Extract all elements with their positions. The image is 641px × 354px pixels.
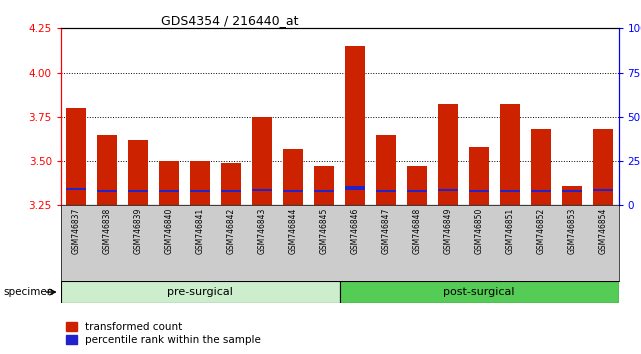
Bar [66,188,87,190]
Bar [61,281,340,303]
Text: GSM746849: GSM746849 [444,207,453,254]
Text: specimen: specimen [3,287,54,297]
Bar [314,166,335,205]
Bar [221,190,242,192]
Text: GSM746847: GSM746847 [381,207,391,254]
Bar [159,161,179,205]
Legend: transformed count, percentile rank within the sample: transformed count, percentile rank withi… [66,322,261,345]
Bar [376,135,396,205]
Bar [593,189,613,191]
Bar [562,190,582,192]
Bar [283,190,303,192]
Bar [407,190,428,192]
Text: GSM746844: GSM746844 [288,207,298,254]
Bar [345,46,365,205]
Bar [190,190,210,192]
Bar [314,190,335,192]
Text: GSM746838: GSM746838 [103,207,112,254]
Bar [500,190,520,192]
Bar [438,189,458,191]
Bar [562,186,582,205]
Bar [469,147,489,205]
Bar [283,149,303,205]
Text: GSM746837: GSM746837 [72,207,81,254]
Bar [128,140,149,205]
Text: GSM746851: GSM746851 [506,207,515,254]
Bar [97,135,117,205]
Text: GSM746854: GSM746854 [599,207,608,254]
Text: GSM746840: GSM746840 [165,207,174,254]
Bar [97,190,117,192]
Bar [593,129,613,205]
Bar [376,190,396,192]
Text: GSM746850: GSM746850 [474,207,484,254]
Bar [469,190,489,192]
Bar [340,281,619,303]
Bar [407,166,428,205]
Text: post-surgical: post-surgical [444,287,515,297]
Text: GSM746846: GSM746846 [351,207,360,254]
Bar [252,189,272,191]
Text: GSM746839: GSM746839 [134,207,143,254]
Text: GSM746841: GSM746841 [196,207,205,254]
Text: GSM746842: GSM746842 [227,207,236,254]
Bar [438,104,458,205]
Text: GSM746853: GSM746853 [567,207,577,254]
Bar [159,190,179,192]
Text: GSM746852: GSM746852 [537,207,545,254]
Bar [190,161,210,205]
Bar [531,190,551,192]
Text: GSM746845: GSM746845 [320,207,329,254]
Bar [531,129,551,205]
Bar [345,186,365,190]
Text: GSM746848: GSM746848 [413,207,422,254]
Text: pre-surgical: pre-surgical [167,287,233,297]
Bar [252,117,272,205]
Bar [221,163,242,205]
Bar [128,190,149,192]
Bar [500,104,520,205]
Text: GSM746843: GSM746843 [258,207,267,254]
Bar [66,108,87,205]
Text: GDS4354 / 216440_at: GDS4354 / 216440_at [162,14,299,27]
